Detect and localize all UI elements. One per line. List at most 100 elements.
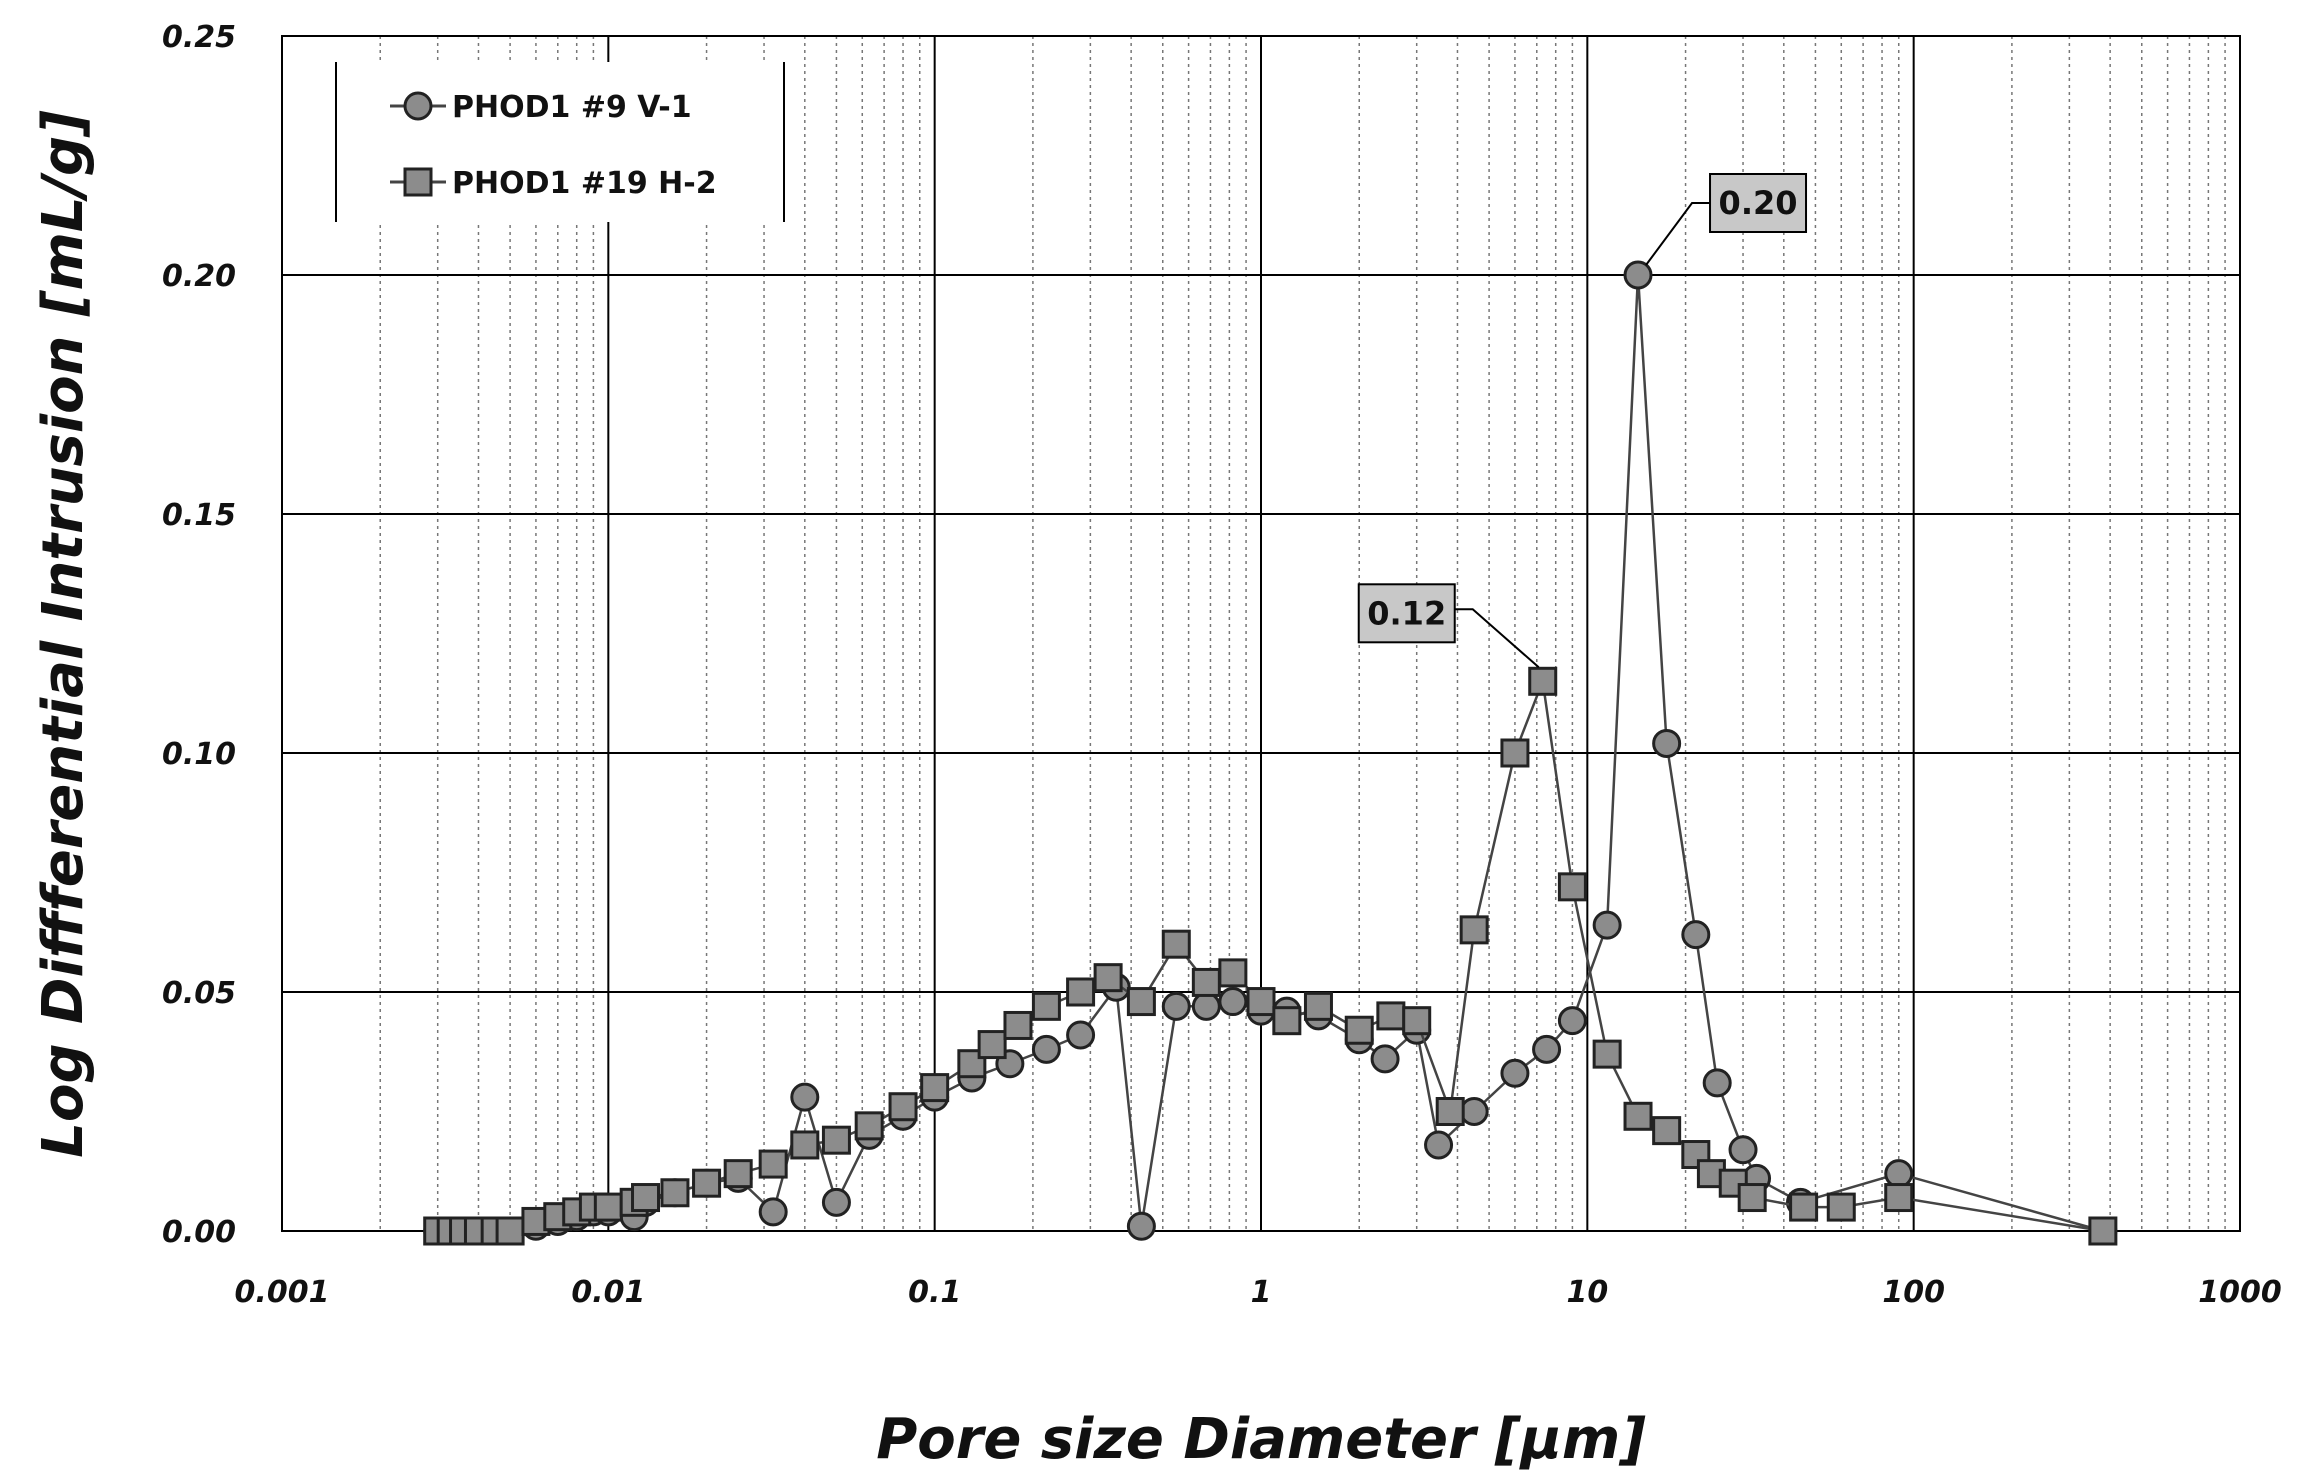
data-point-circle [1031, 1034, 1061, 1064]
x-tick-label: 0.001 [235, 1275, 330, 1310]
callout-box [1357, 583, 1456, 644]
data-point-square [888, 1092, 918, 1122]
data-point-square [790, 1130, 820, 1160]
data-point-square [631, 1183, 661, 1213]
data-point-square [2088, 1216, 2118, 1246]
y-tick-label: 0.05 [162, 976, 236, 1011]
data-point-circle [1884, 1159, 1914, 1189]
callout-label: 0.12 [1367, 594, 1446, 632]
legend-entry-series-2: PHOD1 #19 H-2 [390, 166, 717, 201]
data-point-circle [1500, 1058, 1530, 1088]
x-tick-label: 10 [1566, 1275, 1608, 1310]
data-point-circle [1161, 991, 1191, 1021]
legend-label-series-1: PHOD1 #9 V-1 [452, 90, 692, 125]
data-point-circle [1681, 920, 1711, 950]
x-tick-label: 1 [1251, 1275, 1272, 1310]
data-point-square [821, 1125, 851, 1155]
data-point-square [1623, 1101, 1653, 1131]
data-point-square [920, 1073, 950, 1103]
data-point-square [1218, 958, 1248, 988]
data-point-square [1344, 1015, 1374, 1045]
x-axis-title: Pore size Diameter [μm] [876, 1407, 1646, 1472]
data-point-circle [1424, 1130, 1454, 1160]
data-point-square [660, 1178, 690, 1208]
data-point-circle [1218, 987, 1248, 1017]
data-point-square [1376, 1001, 1406, 1031]
y-tick-label: 0.10 [162, 737, 236, 772]
data-point-square [1093, 963, 1123, 993]
legend-label-series-2: PHOD1 #19 H-2 [452, 166, 717, 201]
data-point-square [1789, 1192, 1819, 1222]
y-tick-label: 0.15 [162, 498, 236, 533]
y-tick-labels: 0.00 0.05 0.10 0.15 0.20 0.25 [162, 20, 236, 1250]
data-point-square [1528, 666, 1558, 696]
data-point-circle [1459, 1097, 1489, 1126]
x-tick-label: 1000 [2198, 1275, 2282, 1310]
data-point-square [692, 1168, 722, 1198]
legend-entry-series-1: PHOD1 #9 V-1 [390, 90, 692, 125]
callout-leader [1645, 202, 1711, 266]
legend-marker-square [403, 167, 433, 197]
data-point-circle [1557, 1006, 1587, 1036]
callout-leader [1454, 608, 1540, 669]
data-point-square [1003, 1010, 1033, 1040]
data-point-circle [1066, 1020, 1096, 1050]
data-point-square [1435, 1097, 1465, 1126]
callout-box [1709, 173, 1808, 233]
data-point-circle [1702, 1068, 1732, 1098]
data-point-square [1161, 929, 1191, 959]
data-point-circle [1592, 910, 1622, 940]
plot-frame [281, 35, 2241, 1232]
data-point-circle [790, 1082, 820, 1112]
data-point-square [1246, 987, 1276, 1017]
data-point-square [1652, 1116, 1682, 1146]
callout-label: 0.20 [1719, 184, 1798, 222]
series-line [437, 676, 2104, 1233]
y-axis-title: Log Diffferential Intrusion [mL/g] [31, 110, 96, 1158]
y-tick-label: 0.00 [162, 1215, 236, 1250]
data-point-circle [821, 1187, 851, 1217]
data-point-square [1826, 1192, 1856, 1222]
data-point-circle [1623, 260, 1653, 290]
data-point-circle [1728, 1135, 1758, 1165]
annotations: 0.20 0.12 [1357, 173, 1808, 669]
data-point-square [1737, 1183, 1767, 1213]
x-tick-label: 0.01 [571, 1275, 645, 1310]
data-point-circle [1191, 991, 1221, 1021]
data-point-square [1272, 1006, 1302, 1036]
data-point-square [758, 1149, 788, 1179]
data-point-square [1402, 1006, 1432, 1036]
x-tick-labels: 0.001 0.01 0.1 1 10 100 1000 [235, 1275, 2282, 1310]
data-series [423, 260, 2118, 1246]
data-point-circle [1652, 728, 1682, 758]
legend-marker-circle [403, 91, 433, 121]
data-point-square [1303, 991, 1333, 1021]
data-point-square [977, 1030, 1007, 1060]
data-point-square [854, 1111, 884, 1141]
data-point-square [495, 1216, 525, 1246]
data-point-circle [1532, 1034, 1562, 1064]
data-point-circle [1370, 1044, 1400, 1074]
data-point-square [1592, 1039, 1622, 1069]
data-point-square [1884, 1183, 1914, 1213]
data-point-square [1557, 872, 1587, 902]
data-point-square [1500, 738, 1530, 768]
data-point-square [1066, 977, 1096, 1007]
x-tick-label: 100 [1882, 1275, 1945, 1310]
data-point-square [1191, 967, 1221, 997]
x-tick-label: 0.1 [908, 1275, 961, 1310]
y-tick-label: 0.25 [162, 20, 236, 55]
data-point-square [1459, 915, 1489, 945]
data-point-square [723, 1159, 753, 1189]
callout-1: 0.20 [1645, 173, 1808, 266]
data-point-square [593, 1192, 623, 1222]
series-2 [423, 666, 2118, 1246]
data-point-square [1126, 987, 1156, 1017]
data-point-square [1031, 991, 1061, 1021]
data-point-circle [1126, 1211, 1156, 1241]
legend: PHOD1 #9 V-1 PHOD1 #19 H-2 [335, 62, 785, 222]
data-point-circle [758, 1197, 788, 1227]
callout-2: 0.12 [1357, 583, 1540, 669]
y-tick-label: 0.20 [162, 259, 236, 294]
